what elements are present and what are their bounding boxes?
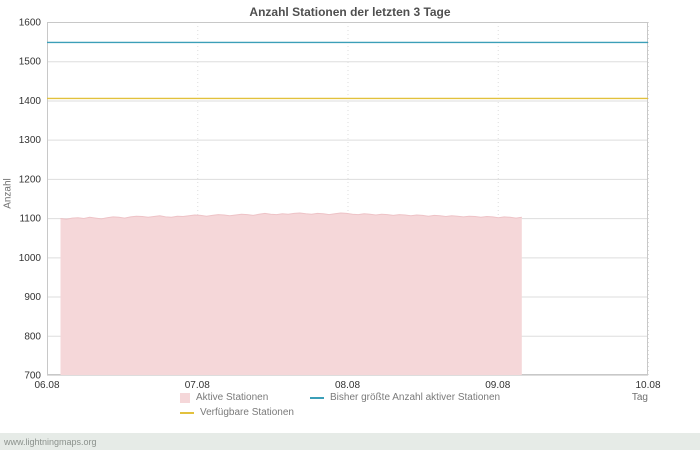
active-stations-edge xyxy=(60,212,522,220)
y-tick-label: 1500 xyxy=(19,57,42,68)
lightningmaps-link[interactable]: www.lightningmaps.org xyxy=(4,436,97,447)
legend-item-available-stations: Verfügbare Stationen xyxy=(180,407,310,418)
legend-item-max-active-stations: Bisher größte Anzahl aktiver Stationen xyxy=(310,392,500,403)
x-tick-label: 09.08 xyxy=(485,380,510,391)
area-swatch-icon xyxy=(180,392,190,403)
legend-label: Aktive Stationen xyxy=(196,392,269,403)
x-axis-label: Tag xyxy=(631,392,648,403)
y-axis-label: Anzahl xyxy=(2,178,14,209)
y-tick-label: 900 xyxy=(24,292,41,303)
y-tick-label: 1100 xyxy=(19,214,41,225)
y-tick-label: 1000 xyxy=(19,253,42,264)
y-tick-label: 700 xyxy=(24,371,41,382)
legend-label: Verfügbare Stationen xyxy=(200,407,294,418)
y-tick-label: 1200 xyxy=(19,174,42,185)
x-tick-label: 07.08 xyxy=(185,380,210,391)
chart-title: Anzahl Stationen der letzten 3 Tage xyxy=(249,5,451,19)
active-stations-area xyxy=(60,213,522,375)
x-tick-label: 08.08 xyxy=(335,380,360,391)
y-tick-label: 1400 xyxy=(19,96,42,107)
y-tick-label: 800 xyxy=(24,331,41,342)
line-swatch-icon xyxy=(180,411,194,414)
legend-item-active-stations: Aktive Stationen xyxy=(180,392,310,403)
legend: Aktive Stationen Bisher größte Anzahl ak… xyxy=(180,392,500,418)
y-tick-label: 1300 xyxy=(19,135,42,146)
footer-bar: www.lightningmaps.org xyxy=(0,433,700,450)
x-tick-label: 06.08 xyxy=(34,380,59,391)
y-tick-label: 1600 xyxy=(19,18,42,29)
legend-label: Bisher größte Anzahl aktiver Stationen xyxy=(330,392,501,403)
line-swatch-icon xyxy=(310,396,324,399)
x-tick-label: 10.08 xyxy=(635,380,660,391)
